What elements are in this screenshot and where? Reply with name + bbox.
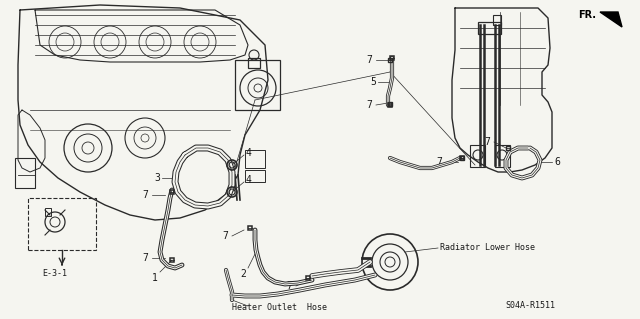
Text: S04A-R1511: S04A-R1511 [505, 300, 555, 309]
Bar [306, 276, 310, 280]
Text: 5: 5 [370, 77, 376, 87]
Bar [388, 102, 392, 106]
Text: 4: 4 [246, 148, 252, 158]
Text: 7: 7 [222, 231, 228, 241]
Bar [28, 198, 96, 250]
Text: 7: 7 [286, 281, 292, 291]
Bar [493, 15, 501, 25]
Bar [245, 170, 265, 182]
Bar [248, 58, 260, 68]
Bar [506, 146, 510, 150]
Text: 3: 3 [154, 173, 160, 183]
Text: 7: 7 [436, 157, 442, 167]
Text: 7: 7 [366, 100, 372, 110]
Text: E-3-1: E-3-1 [42, 270, 67, 278]
Bar [478, 22, 501, 34]
Bar [170, 190, 174, 194]
Bar [388, 58, 392, 62]
Text: 1: 1 [152, 273, 158, 283]
Bar [390, 56, 394, 60]
Polygon shape [600, 12, 622, 27]
Text: Heater Outlet  Hose: Heater Outlet Hose [232, 303, 327, 313]
Bar [388, 103, 392, 107]
Bar [170, 258, 174, 262]
Bar [460, 156, 464, 160]
Bar [15, 158, 35, 188]
Text: 7: 7 [142, 253, 148, 263]
Text: 7: 7 [366, 55, 372, 65]
Bar [235, 60, 280, 110]
Bar [45, 208, 51, 216]
Text: 7: 7 [484, 137, 490, 147]
Text: 2: 2 [240, 269, 246, 279]
Text: 7: 7 [142, 190, 148, 200]
Text: Radiator Lower Hose: Radiator Lower Hose [440, 243, 535, 253]
Text: 6: 6 [554, 157, 560, 167]
Text: FR.: FR. [578, 10, 596, 20]
Bar [495, 145, 510, 167]
Bar [245, 150, 265, 168]
Bar [460, 156, 464, 160]
Text: 4: 4 [246, 175, 252, 185]
Bar [470, 145, 485, 167]
Bar [248, 226, 252, 230]
